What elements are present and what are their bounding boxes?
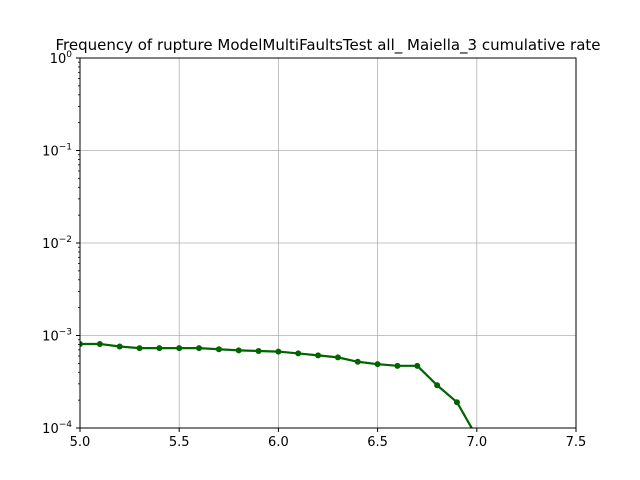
y-tick-exponent: 0 [66,50,72,60]
x-tick-label: 7.5 [566,435,587,450]
data-point [116,343,123,350]
data-point [176,345,183,352]
data-point [354,358,361,365]
y-tick-exponent: −1 [59,143,72,153]
data-point [434,382,441,389]
y-tick-exponent: −4 [59,420,73,430]
data-point [275,348,282,355]
chart-title: Frequency of rupture ModelMultiFaultsTes… [55,36,600,55]
y-tick-exponent: −3 [59,328,72,338]
y-tick-base: 10 [42,422,59,437]
x-axis: 5.0 5.5 6.0 6.5 7.0 7.5 [70,428,587,450]
y-tick-label: 10−1 [42,143,72,160]
data-point [414,362,421,369]
y-tick-base: 10 [42,330,59,345]
y-tick-base: 10 [50,52,67,67]
data-point [295,350,302,357]
plot-area [80,340,473,428]
data-point [334,354,341,361]
y-tick-label: 10−3 [42,328,72,345]
x-tick-label: 5.0 [70,435,91,450]
data-point [453,399,460,406]
data-point [255,347,262,354]
x-tick-label: 6.0 [268,435,289,450]
data-point [215,346,222,353]
y-tick-base: 10 [42,145,59,160]
data-point [96,340,103,347]
data-point [156,345,163,352]
y-tick-exponent: −2 [59,235,72,245]
y-tick-label: 100 [50,50,73,67]
data-point [80,340,83,347]
x-tick-label: 6.5 [367,435,388,450]
data-point [394,362,401,369]
x-tick-label: 5.5 [169,435,190,450]
y-tick-label: 10−2 [42,235,72,252]
y-tick-base: 10 [42,237,59,252]
data-point [315,352,322,359]
data-point [235,347,242,354]
data-point [196,345,203,352]
data-point [374,361,381,368]
y-tick-label: 10−4 [42,420,72,437]
x-tick-label: 7.0 [466,435,487,450]
data-point [136,345,143,352]
